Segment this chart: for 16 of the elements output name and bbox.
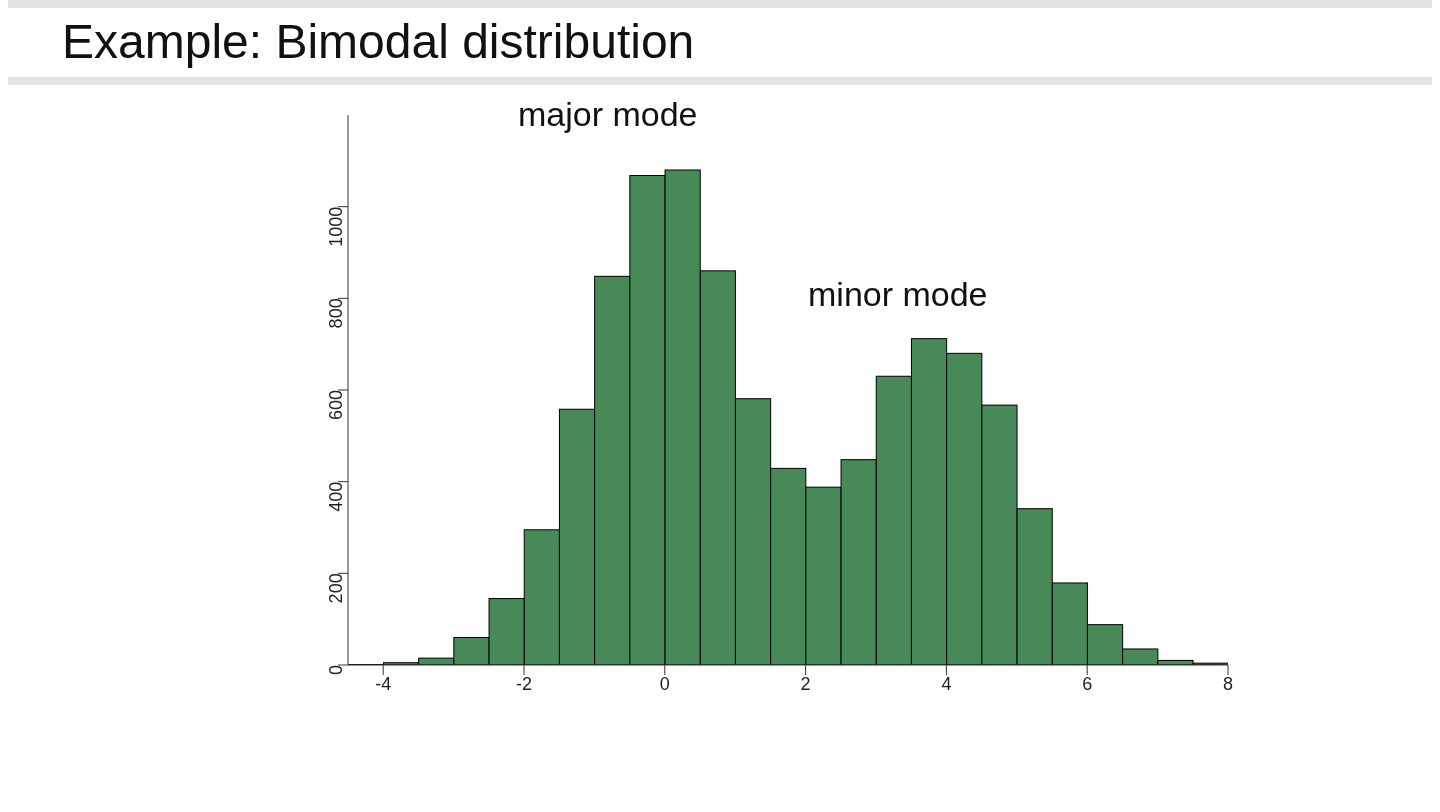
- y-tick-label: 600: [326, 390, 347, 421]
- annotation: major mode: [518, 95, 698, 134]
- x-tick-label: 0: [659, 673, 670, 694]
- x-tick-label: 6: [1082, 673, 1093, 694]
- x-tick-label: 2: [800, 673, 811, 694]
- x-tick-label: 8: [1222, 673, 1234, 694]
- y-tick-label: 200: [326, 573, 347, 604]
- x-tick-label: -2: [515, 673, 533, 694]
- x-tick-label: -4: [375, 673, 392, 694]
- chart-title: Example: Bimodal distribution: [62, 14, 696, 69]
- y-tick-label: 400: [326, 481, 347, 512]
- y-tick-label: 1000: [326, 206, 347, 247]
- annotation: minor mode: [808, 275, 988, 314]
- y-tick-label: 0: [326, 665, 347, 676]
- y-tick-label: 800: [326, 298, 347, 329]
- x-tick-label: 4: [941, 673, 952, 694]
